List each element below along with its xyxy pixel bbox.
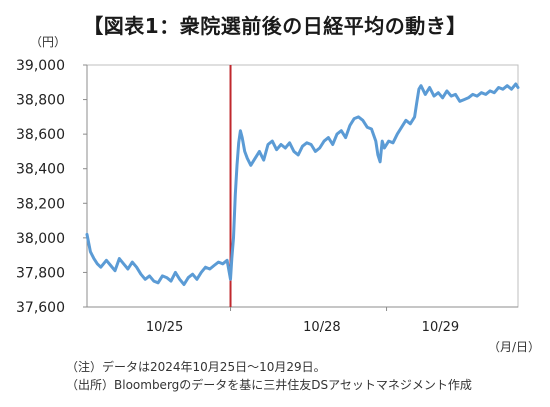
y-tick-label: 38,400 [16,162,65,178]
x-tick-label: 10/28 [303,320,340,335]
plot-frame [86,64,519,308]
y-tick-label: 37,800 [16,265,65,281]
y-tick-label: 38,200 [16,196,65,212]
y-tick-label: 38,000 [16,231,65,247]
x-axis-unit: （月/日） [488,340,541,354]
source-line: （出所）Bloombergのデータを基に三井住友DSアセットマネジメント作成 [66,378,472,392]
y-tick-label: 38,600 [16,127,65,143]
series-lines [85,82,520,286]
nikkei-line [85,82,520,286]
chart-title: 【図表1：衆院選前後の日経平均の動き】 [83,14,467,38]
x-axis-ticks: 10/25 10/28 10/29 [146,307,459,335]
y-tick-label: 37,600 [16,300,65,316]
y-tick-label: 38,800 [16,93,65,109]
y-tick-label: 39,000 [16,58,65,74]
y-axis-unit: （円） [30,35,67,49]
source-notes: （注）データは2024年10月25日～10月29日。 （出所）Bloomberg… [66,358,472,394]
note-line: （注）データは2024年10月25日～10月29日。 [66,360,326,374]
x-tick-label: 10/25 [146,320,183,335]
chart-axes [86,64,519,308]
y-axis-ticks: 39,000 38,800 38,600 38,400 38,200 38,000 37,8… [16,58,87,316]
x-tick-label: 10/29 [422,320,459,335]
